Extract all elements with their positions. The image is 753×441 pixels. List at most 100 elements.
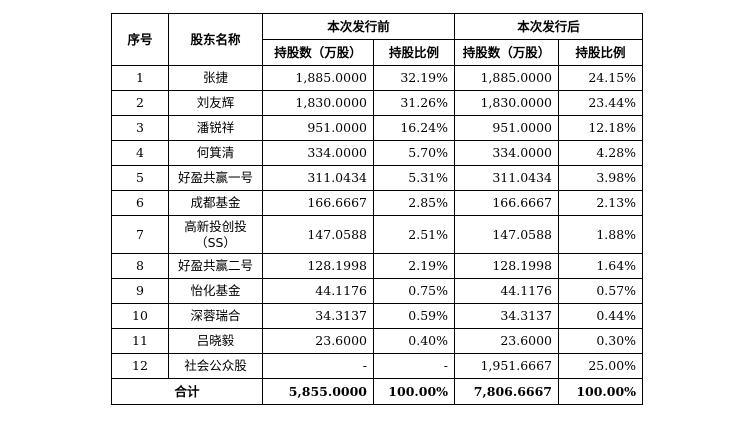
table-row: 5 好盈共赢一号 311.0434 5.31% 311.0434 3.98% [111,165,644,191]
cell-before-ratio: 0.59% [372,303,456,329]
table-row: 7 高新投创投 （SS） 147.0588 2.51% 147.0588 1.8… [111,215,644,254]
cell-after-ratio: 2.13% [558,190,644,216]
cell-name: 深蓉瑞合 [168,303,263,329]
cell-after-shares: 34.3137 [454,303,560,329]
cell-after-ratio: 1.64% [558,253,644,279]
cell-seq: 3 [111,115,169,141]
cell-seq: 7 [111,215,169,254]
cell-after-shares: 166.6667 [454,190,560,216]
cell-seq: 11 [111,328,169,354]
shareholding-table: 序号 股东名称 本次发行前 本次发行后 持股数（万股） 持股比例 持股数（万股）… [111,13,644,405]
cell-after-shares: 1,885.0000 [454,65,560,91]
cell-seq: 5 [111,165,169,191]
cell-before-shares: 311.0434 [262,165,374,191]
cell-name: 怡化基金 [168,278,263,304]
header-before-group: 本次发行前 [261,13,456,40]
cell-after-ratio: 0.57% [558,278,644,304]
cell-name: 张捷 [168,65,263,91]
cell-after-ratio: 24.15% [558,65,644,91]
header-name: 股东名称 [168,13,263,66]
cell-before-shares: 1,830.0000 [262,90,374,116]
cell-seq: 8 [111,253,169,279]
table-row: 12 社会公众股 - - 1,951.6667 25.00% [111,353,644,379]
cell-before-shares: 128.1998 [262,253,374,279]
cell-before-shares: 147.0588 [262,215,374,254]
cell-name: 何箕清 [168,140,263,166]
cell-after-shares: 1,951.6667 [454,353,560,379]
cell-before-shares: 23.6000 [262,328,374,354]
header-after-shares: 持股数（万股） [454,39,560,66]
table-row: 10 深蓉瑞合 34.3137 0.59% 34.3137 0.44% [111,303,644,329]
cell-before-ratio: 2.19% [372,253,456,279]
cell-after-shares: 334.0000 [454,140,560,166]
cell-before-shares: - [262,353,374,379]
cell-seq: 2 [111,90,169,116]
cell-before-shares: 334.0000 [262,140,374,166]
total-after-ratio: 100.00% [558,378,644,405]
cell-before-ratio: 2.85% [372,190,456,216]
header-group-row: 序号 股东名称 本次发行前 本次发行后 [111,13,644,66]
cell-name: 成都基金 [168,190,263,216]
cell-before-shares: 951.0000 [262,115,374,141]
total-before-shares: 5,855.0000 [262,378,374,405]
cell-seq: 4 [111,140,169,166]
cell-name: 高新投创投 （SS） [168,215,263,254]
header-sub-row: 持股数（万股） 持股比例 持股数（万股） 持股比例 [112,39,644,66]
cell-after-ratio: 1.88% [558,215,644,254]
table-header: 序号 股东名称 本次发行前 本次发行后 持股数（万股） 持股比例 持股数（万股）… [111,13,644,66]
table-row: 11 吕晓毅 23.6000 0.40% 23.6000 0.30% [111,328,644,354]
table-row: 6 成都基金 166.6667 2.85% 166.6667 2.13% [111,190,644,216]
cell-before-shares: 166.6667 [262,190,374,216]
header-before-ratio: 持股比例 [372,39,456,66]
cell-seq: 1 [111,65,169,91]
cell-name: 潘锐祥 [168,115,263,141]
cell-seq: 6 [111,190,169,216]
cell-after-ratio: 3.98% [558,165,644,191]
cell-before-ratio: - [372,353,456,379]
cell-before-shares: 1,885.0000 [262,65,374,91]
total-label: 合计 [111,378,263,405]
cell-after-shares: 44.1176 [454,278,560,304]
table-row: 4 何箕清 334.0000 5.70% 334.0000 4.28% [111,140,644,166]
cell-before-ratio: 5.70% [372,140,456,166]
table-row: 9 怡化基金 44.1176 0.75% 44.1176 0.57% [111,278,644,304]
cell-seq: 10 [111,303,169,329]
cell-seq: 12 [111,353,169,379]
cell-after-ratio: 0.30% [558,328,644,354]
cell-after-shares: 23.6000 [454,328,560,354]
cell-before-ratio: 2.51% [372,215,456,254]
header-after-group: 本次发行后 [454,13,644,40]
table-row: 2 刘友辉 1,830.0000 31.26% 1,830.0000 23.44… [111,90,644,116]
cell-after-ratio: 12.18% [558,115,644,141]
cell-after-shares: 147.0588 [454,215,560,254]
total-before-ratio: 100.00% [372,378,456,405]
table-row: 3 潘锐祥 951.0000 16.24% 951.0000 12.18% [111,115,644,141]
cell-before-shares: 44.1176 [262,278,374,304]
cell-name: 刘友辉 [168,90,263,116]
table-row: 1 张捷 1,885.0000 32.19% 1,885.0000 24.15% [111,65,644,91]
table-row: 8 好盈共赢二号 128.1998 2.19% 128.1998 1.64% [111,253,644,279]
cell-before-shares: 34.3137 [262,303,374,329]
header-seq: 序号 [111,13,169,66]
cell-before-ratio: 32.19% [372,65,456,91]
cell-seq: 9 [111,278,169,304]
cell-before-ratio: 5.31% [372,165,456,191]
header-before-shares: 持股数（万股） [262,39,374,66]
cell-after-shares: 128.1998 [454,253,560,279]
table-body: 1 张捷 1,885.0000 32.19% 1,885.0000 24.15%… [111,65,644,405]
cell-before-ratio: 31.26% [372,90,456,116]
cell-after-ratio: 25.00% [558,353,644,379]
cell-after-shares: 1,830.0000 [454,90,560,116]
cell-name: 社会公众股 [168,353,263,379]
cell-before-ratio: 16.24% [372,115,456,141]
total-row: 合计 5,855.0000 100.00% 7,806.6667 100.00% [111,378,644,405]
cell-after-shares: 311.0434 [454,165,560,191]
total-after-shares: 7,806.6667 [454,378,560,405]
cell-after-shares: 951.0000 [454,115,560,141]
cell-name: 好盈共赢一号 [168,165,263,191]
cell-name: 吕晓毅 [168,328,263,354]
cell-after-ratio: 23.44% [558,90,644,116]
cell-name: 好盈共赢二号 [168,253,263,279]
cell-after-ratio: 0.44% [558,303,644,329]
header-after-ratio: 持股比例 [558,39,644,66]
